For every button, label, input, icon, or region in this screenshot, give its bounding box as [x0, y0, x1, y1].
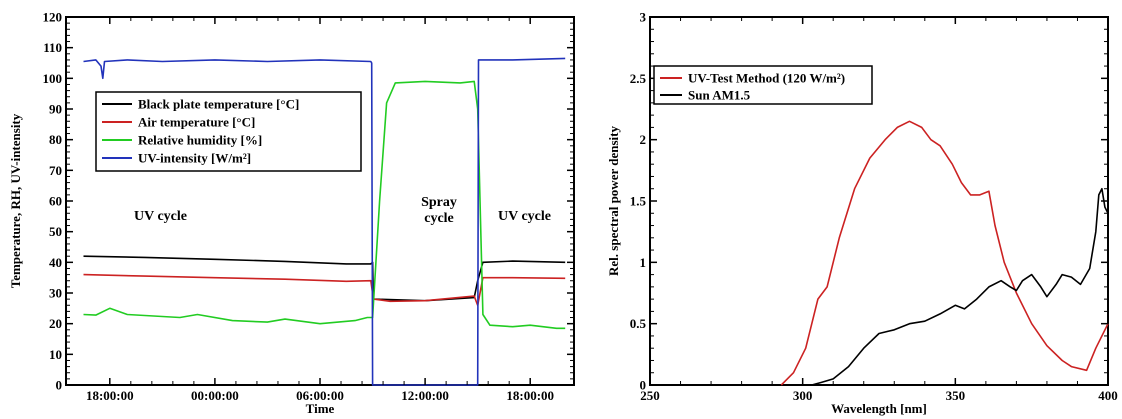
series-line-2	[83, 80, 566, 330]
y-tick-label: 30	[49, 286, 62, 301]
annotation-spray-cycle-line1: Spray	[421, 195, 457, 210]
x-tick-label: 250	[640, 388, 660, 403]
annotation-uv-cycle-1: UV cycle	[134, 209, 187, 224]
series-line-1	[811, 187, 1109, 386]
legend-box-left	[95, 91, 362, 172]
legend-label: UV-intensity [W/m²]	[138, 151, 251, 166]
x-axis-label-left: Time	[306, 401, 335, 416]
legend-label: Sun AM1.5	[688, 88, 751, 103]
annotation-uv-cycle-2: UV cycle	[498, 209, 551, 224]
x-tick-label: 12:00:00	[401, 388, 449, 403]
y-axis-label-left: Temperature, RH, UV-intensity	[8, 113, 23, 288]
x-tick-label: 06:00:00	[296, 388, 344, 403]
legend-label: UV-Test Method (120 W/m²)	[688, 71, 845, 86]
x-tick-label: 00:00:00	[191, 388, 239, 403]
y-axis-label-right: Rel. spectral power density	[606, 126, 621, 276]
legend-left: Black plate temperature [°C] Air temperat…	[95, 91, 362, 172]
series-line-3	[83, 57, 566, 386]
legend-right: UV-Test Method (120 W/m²) Sun AM1.5	[653, 65, 873, 105]
y-tick-label: 0	[56, 378, 63, 393]
y-tick-label: 100	[43, 71, 63, 86]
y-tick-label: 40	[49, 255, 62, 270]
legend-box-right	[653, 65, 873, 105]
y-tick-label: 60	[49, 194, 62, 209]
y-tick-label: 3	[640, 10, 647, 25]
y-tick-label: 2	[640, 132, 647, 147]
legend-label: Relative humidity [%]	[138, 133, 262, 148]
ticks-left: 0 10 20 30 40 50 60 70 80 90 100 110 120 18:00:00 00:0…	[43, 10, 574, 403]
y-tick-label: 50	[49, 224, 62, 239]
y-tick-label: 110	[43, 40, 62, 55]
y-tick-label: 1.5	[630, 194, 647, 209]
series-line-0	[780, 120, 1109, 386]
x-tick-label: 300	[793, 388, 813, 403]
y-tick-label: 2.5	[630, 71, 647, 86]
x-axis-label-right: Wavelength [nm]	[831, 401, 927, 416]
y-tick-label: 0.5	[630, 316, 647, 331]
x-tick-label: 18:00:00	[506, 388, 554, 403]
y-tick-label: 120	[43, 10, 63, 25]
chart-right: 0 0.5 1 1.5 2 2.5 3 250 300 350 400 Wavelength [nm…	[606, 10, 1118, 417]
y-tick-label: 20	[49, 316, 62, 331]
series-group-right	[780, 120, 1109, 386]
ticks-right: 0 0.5 1 1.5 2 2.5 3 250 300 350 400	[630, 10, 1118, 404]
x-tick-label: 400	[1098, 388, 1118, 403]
series-group-left	[83, 57, 566, 386]
y-tick-label: 90	[49, 102, 62, 117]
chart-left: 0 10 20 30 40 50 60 70 80 90 100 110 120 18:00:00 00:0…	[8, 10, 575, 416]
x-tick-label: 18:00:00	[86, 388, 134, 403]
y-tick-label: 1	[640, 255, 647, 270]
y-tick-label: 0	[640, 378, 647, 393]
annotation-spray-cycle-line2: cycle	[424, 211, 454, 226]
x-tick-label: 350	[946, 388, 966, 403]
y-tick-label: 80	[49, 132, 62, 147]
series-line-1	[83, 273, 566, 307]
plot-frame-left	[65, 16, 575, 386]
legend-label: Black plate temperature [°C]	[138, 97, 299, 112]
legend-label: Air temperature [°C]	[138, 115, 255, 130]
y-tick-label: 70	[49, 163, 62, 178]
y-tick-label: 10	[49, 347, 62, 362]
